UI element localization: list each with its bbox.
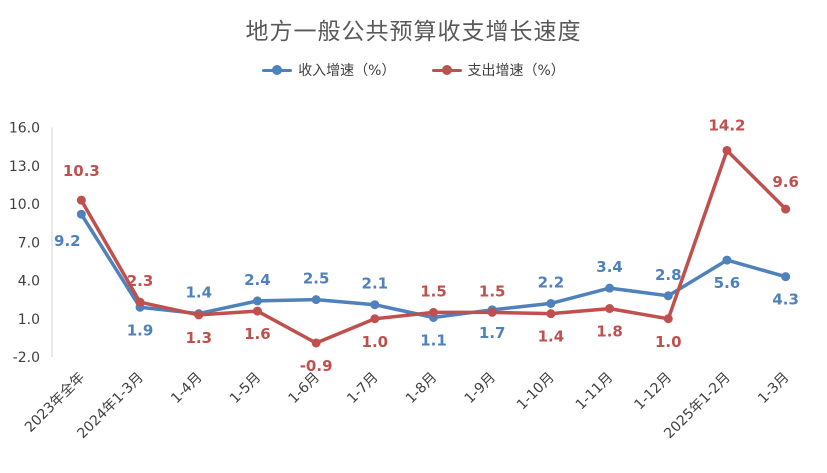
- expenditure-data-point: [311, 338, 321, 348]
- expenditure-data-point: [252, 306, 262, 316]
- income-data-label: 2.2: [538, 273, 565, 291]
- x-tick-label: 1-4月: [168, 370, 205, 407]
- income-data-label: 2.8: [655, 266, 682, 284]
- y-tick-label: 10.0: [9, 197, 40, 213]
- expenditure-data-label: 1.0: [655, 333, 682, 351]
- income-data-label: 1.9: [127, 321, 154, 339]
- x-tick-label: 1-9月: [462, 370, 499, 407]
- income-data-point: [311, 295, 321, 305]
- income-data-point: [605, 283, 615, 293]
- expenditure-data-label: 1.4: [538, 328, 565, 346]
- x-tick-label: 1-11月: [573, 370, 617, 414]
- income-data-label: 2.1: [362, 275, 389, 293]
- expenditure-data-label: 1.0: [362, 333, 389, 351]
- income-data-label: 2.4: [244, 271, 271, 289]
- x-tick-label: 1-6月: [286, 370, 323, 407]
- expenditure-data-label: 9.6: [772, 173, 799, 191]
- income-data-point: [781, 272, 791, 282]
- income-data-label: 1.4: [185, 284, 212, 302]
- expenditure-data-label: 2.3: [127, 272, 154, 290]
- x-tick-label: 1-8月: [403, 370, 440, 407]
- income-data-label: 3.4: [596, 258, 623, 276]
- income-data-point: [663, 291, 673, 301]
- legend-label-income: 收入增速（%）: [298, 63, 396, 79]
- expenditure-data-point: [487, 307, 497, 317]
- expenditure-data-label: 1.5: [479, 282, 506, 300]
- expenditure-data-point: [781, 204, 791, 214]
- income-data-point: [546, 298, 556, 308]
- x-tick-label: 1-3月: [755, 370, 792, 407]
- legend-item-income: 收入增速（%）: [262, 60, 396, 80]
- legend-item-expenditure: 支出增速（%）: [431, 60, 565, 80]
- x-tick-label: 1-7月: [344, 370, 381, 407]
- income-data-point: [722, 255, 732, 265]
- y-tick-label: 7.0: [18, 235, 40, 251]
- expenditure-data-label: -0.9: [300, 357, 333, 375]
- legend-label-expenditure: 支出增速（%）: [467, 63, 565, 79]
- expenditure-data-label: 1.8: [596, 323, 623, 341]
- y-tick-label: 4.0: [18, 274, 40, 290]
- expenditure-data-label: 1.6: [244, 325, 271, 343]
- expenditure-data-point: [546, 309, 556, 319]
- expenditure-data-point: [605, 304, 615, 314]
- income-data-point: [252, 296, 262, 306]
- expenditure-data-point: [722, 145, 732, 155]
- y-tick-label: 1.0: [18, 312, 40, 328]
- expenditure-data-point: [429, 307, 438, 317]
- legend-swatch-income: [262, 63, 293, 77]
- x-tick-label: 1-10月: [514, 370, 558, 414]
- y-tick-label: -2.0: [13, 350, 40, 366]
- expenditure-data-point: [135, 297, 145, 307]
- income-data-label: 9.2: [54, 232, 81, 250]
- expenditure-data-label: 14.2: [708, 116, 745, 134]
- chart-title: 地方一般公共预算收支增长速度: [245, 19, 582, 45]
- x-tick-label: 1-5月: [227, 370, 264, 407]
- expenditure-data-label: 1.3: [185, 329, 212, 347]
- y-tick-label: 16.0: [9, 121, 40, 137]
- expenditure-data-point: [76, 195, 86, 205]
- legend-swatch-expenditure: [431, 63, 462, 77]
- x-tick-label: 1-12月: [631, 370, 675, 414]
- income-data-label: 4.3: [772, 291, 799, 309]
- expenditure-data-label: 1.5: [420, 282, 447, 300]
- income-data-label: 2.5: [303, 270, 330, 288]
- income-data-point: [76, 209, 86, 219]
- income-data-label: 5.6: [714, 274, 741, 292]
- expenditure-data-point: [194, 310, 204, 320]
- expenditure-data-point: [370, 314, 380, 324]
- income-data-point: [370, 300, 380, 310]
- income-data-label: 1.7: [479, 324, 506, 342]
- expenditure-data-point: [663, 314, 673, 324]
- expenditure-data-label: 10.3: [63, 162, 100, 180]
- income-data-label: 1.1: [420, 331, 447, 349]
- y-tick-label: 13.0: [9, 159, 40, 175]
- legend: 收入增速（%） 支出增速（%）: [0, 60, 827, 80]
